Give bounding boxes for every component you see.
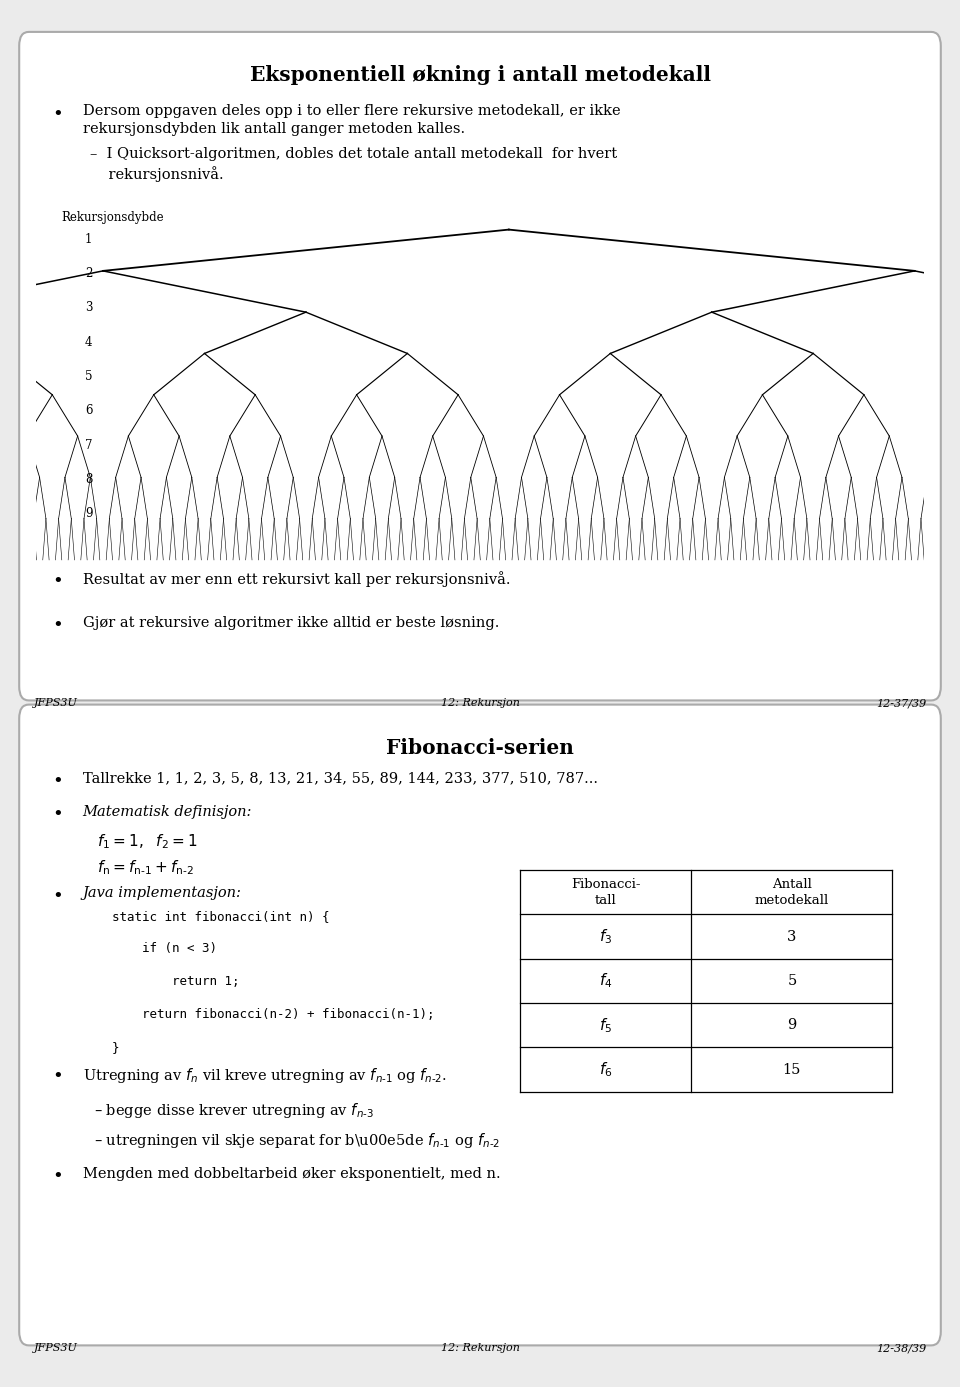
Text: – begge disse krever utregning av $f_{n\text{-}3}$: – begge disse krever utregning av $f_{n\…: [94, 1101, 374, 1119]
Text: Fibonacci-serien: Fibonacci-serien: [386, 738, 574, 759]
Text: $f_4$: $f_4$: [599, 972, 612, 990]
Text: Matematisk definisjon:: Matematisk definisjon:: [83, 804, 252, 820]
Text: 15: 15: [782, 1062, 801, 1076]
Text: 5: 5: [84, 370, 92, 383]
Text: 3: 3: [787, 929, 797, 943]
Text: •: •: [53, 1068, 63, 1086]
Text: 12: Rekursjon: 12: Rekursjon: [441, 698, 519, 709]
Text: $f_5$: $f_5$: [599, 1015, 612, 1035]
Text: 4: 4: [84, 336, 92, 348]
Text: Tallrekke 1, 1, 2, 3, 5, 8, 13, 21, 34, 55, 89, 144, 233, 377, 510, 787...: Tallrekke 1, 1, 2, 3, 5, 8, 13, 21, 34, …: [83, 771, 598, 785]
Text: $f_{\mathrm{n}} = f_{\mathrm{n\text{-}1}} + f_{\mathrm{n\text{-}2}}$: $f_{\mathrm{n}} = f_{\mathrm{n\text{-}1}…: [97, 859, 194, 877]
Text: •: •: [53, 105, 63, 123]
Text: •: •: [53, 806, 63, 824]
Text: –  I Quicksort-algoritmen, dobles det totale antall metodekall  for hvert
    re: – I Quicksort-algoritmen, dobles det tot…: [89, 147, 617, 182]
Text: 9: 9: [787, 1018, 797, 1032]
Text: return 1;: return 1;: [112, 975, 239, 988]
Text: 7: 7: [84, 438, 92, 452]
Text: Eksponentiell økning i antall metodekall: Eksponentiell økning i antall metodekall: [250, 65, 710, 85]
Text: Utregning av $f_n$ vil kreve utregning av $f_{n\text{-}1}$ og $f_{n\text{-}2}$.: Utregning av $f_n$ vil kreve utregning a…: [83, 1067, 446, 1085]
Text: 6: 6: [84, 404, 92, 417]
Text: $f_6$: $f_6$: [599, 1060, 612, 1079]
Text: •: •: [53, 573, 63, 591]
Text: Rekursjonsdybde: Rekursjonsdybde: [61, 211, 164, 223]
Text: •: •: [53, 1168, 63, 1186]
Text: Mengden med dobbeltarbeid øker eksponentielt, med n.: Mengden med dobbeltarbeid øker eksponent…: [83, 1166, 500, 1180]
Text: if (n < 3): if (n < 3): [112, 942, 217, 956]
Text: JFPS3U: JFPS3U: [34, 1343, 78, 1354]
Text: Java implementasjon:: Java implementasjon:: [83, 886, 242, 900]
Text: •: •: [53, 617, 63, 635]
Text: •: •: [53, 888, 63, 906]
Text: 8: 8: [85, 473, 92, 485]
Text: return fibonacci(n-2) + fibonacci(n-1);: return fibonacci(n-2) + fibonacci(n-1);: [112, 1008, 434, 1021]
Text: }: }: [112, 1040, 119, 1054]
Text: •: •: [53, 773, 63, 791]
Text: Gjør at rekursive algoritmer ikke alltid er beste løsning.: Gjør at rekursive algoritmer ikke alltid…: [83, 616, 499, 630]
Text: 12-37/39: 12-37/39: [876, 698, 926, 709]
Text: $f_3$: $f_3$: [599, 928, 612, 946]
Text: JFPS3U: JFPS3U: [34, 698, 78, 709]
Text: $f_1 = 1,\ \ f_2 = 1$: $f_1 = 1,\ \ f_2 = 1$: [97, 832, 197, 850]
Text: 1: 1: [85, 233, 92, 245]
Text: 12-38/39: 12-38/39: [876, 1343, 926, 1354]
Text: Fibonacci-
tall: Fibonacci- tall: [571, 878, 640, 907]
Text: 12: Rekursjon: 12: Rekursjon: [441, 1343, 519, 1354]
Text: 2: 2: [85, 268, 92, 280]
Text: static int fibonacci(int n) {: static int fibonacci(int n) {: [112, 910, 329, 922]
Text: 3: 3: [84, 301, 92, 315]
Text: Antall
metodekall: Antall metodekall: [755, 878, 829, 907]
Text: 9: 9: [84, 508, 92, 520]
Text: Dersom oppgaven deles opp i to eller flere rekursive metodekall, er ikke
rekursj: Dersom oppgaven deles opp i to eller fle…: [83, 104, 620, 136]
Text: – utregningen vil skje separat for b\u00e5de $f_{n\text{-}1}$ og $f_{n\text{-}2}: – utregningen vil skje separat for b\u00…: [94, 1130, 500, 1150]
Text: 5: 5: [787, 974, 797, 988]
Text: Resultat av mer enn ett rekursivt kall per rekursjonsnivå.: Resultat av mer enn ett rekursivt kall p…: [83, 571, 510, 587]
